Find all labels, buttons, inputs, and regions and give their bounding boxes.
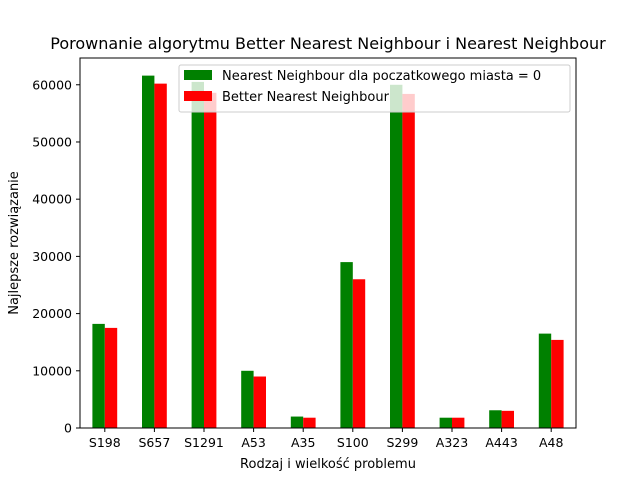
- x-tick-label: S1291: [184, 435, 224, 450]
- legend-swatch-better-nearest-neighbour: [184, 91, 212, 101]
- x-tick-label: A443: [485, 435, 517, 450]
- bar-better-nearest-neighbour-s100: [352, 279, 366, 428]
- bar-nearest-neighbour-a53: [241, 370, 254, 428]
- y-tick-label: 40000: [32, 192, 72, 207]
- chart-title: Porownanie algorytmu Better Nearest Neig…: [50, 34, 606, 53]
- bar-nearest-neighbour-a443: [489, 410, 502, 428]
- x-tick-label: S100: [337, 435, 369, 450]
- x-tick-label: S299: [387, 435, 419, 450]
- bar-nearest-neighbour-a323: [439, 417, 452, 428]
- bar-nearest-neighbour-s100: [340, 262, 353, 428]
- legend-swatch-nearest-neighbour: [184, 70, 212, 80]
- bar-nearest-neighbour-s1291: [191, 81, 204, 429]
- y-tick-label: 10000: [32, 363, 72, 378]
- y-tick-label: 30000: [32, 249, 72, 264]
- y-tick-label: 50000: [32, 134, 72, 149]
- x-tick-label: A35: [291, 435, 315, 450]
- bar-nearest-neighbour-a35: [290, 416, 304, 428]
- bar-better-nearest-neighbour-s198: [104, 327, 118, 428]
- x-tick-label: A48: [539, 435, 564, 450]
- x-tick-label: A53: [241, 435, 265, 450]
- bar-nearest-neighbour-s299: [390, 84, 403, 429]
- bars-layer: [92, 75, 564, 429]
- legend-box: [178, 64, 571, 113]
- x-axis-label: Rodzaj i wielkość problemu: [240, 457, 416, 472]
- y-axis-label: Najlepsze rozwiązanie: [7, 171, 22, 315]
- x-tick-label: S198: [89, 435, 121, 450]
- bar-better-nearest-neighbour-a48: [551, 339, 564, 428]
- bar-nearest-neighbour-a48: [538, 333, 552, 428]
- bar-better-nearest-neighbour-s657: [154, 83, 167, 428]
- legend-label-nearest-neighbour: Nearest Neighbour dla poczatkowego miast…: [222, 69, 541, 84]
- bar-better-nearest-neighbour-s1291: [204, 92, 217, 428]
- x-tick-label: A323: [436, 435, 468, 450]
- y-tick-label: 60000: [32, 77, 72, 92]
- bar-better-nearest-neighbour-a35: [303, 417, 316, 428]
- legend: Nearest Neighbour dla poczatkowego miast…: [178, 64, 571, 113]
- y-tick-label: 0: [64, 421, 72, 436]
- bar-better-nearest-neighbour-a443: [501, 410, 514, 428]
- bar-better-nearest-neighbour-s299: [402, 93, 415, 428]
- x-tick-label: S657: [139, 435, 171, 450]
- legend-label-better-nearest-neighbour: Better Nearest Neighbour: [222, 90, 390, 105]
- bar-nearest-neighbour-s657: [142, 75, 155, 428]
- bar-better-nearest-neighbour-a323: [452, 417, 465, 428]
- bar-better-nearest-neighbour-a53: [253, 376, 266, 428]
- bar-nearest-neighbour-s198: [92, 323, 105, 428]
- axes-frame: [79, 57, 577, 429]
- ticks-layer: S198 S657 S1291 A53 A35 S100 S299 A323 A443 A48 0 1…: [32, 77, 563, 450]
- y-tick-label: 20000: [32, 306, 72, 321]
